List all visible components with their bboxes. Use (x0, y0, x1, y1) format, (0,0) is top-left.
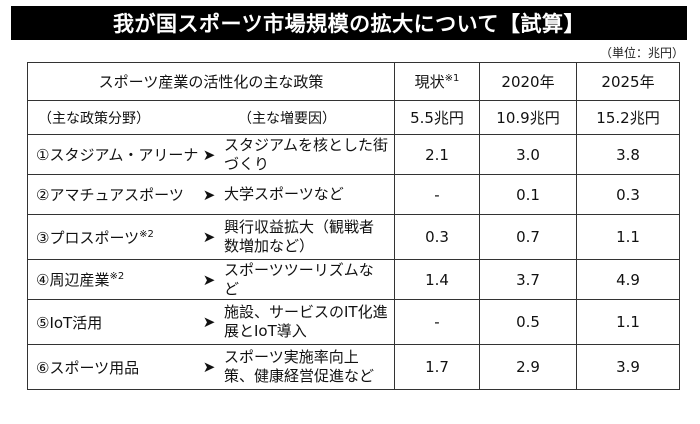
policy-cell: ⑥スポーツ用品 ➤ スポーツ実施率向上策、健康経営促進など (27, 344, 395, 390)
arrow-icon: ➤ (202, 185, 216, 204)
table-row: ①スタジアム・アリーナ ➤ スタジアムを核とした街づくり 2.1 3.0 3.8 (27, 134, 680, 175)
note-mark: ※2 (139, 228, 154, 240)
total-2025: 15.2兆円 (576, 100, 680, 135)
value-2025: 1.1 (576, 214, 680, 260)
header-2025: 2025年 (576, 62, 680, 101)
arrow-icon: ➤ (202, 145, 216, 164)
policy-cell: ④周辺産業※2 ➤ スポーツツーリズムなど (27, 259, 395, 300)
arrow-icon: ➤ (202, 313, 216, 331)
policy-cell: ①スタジアム・アリーナ ➤ スタジアムを核とした街づくり (27, 134, 395, 175)
value-2020: 3.7 (479, 259, 577, 300)
policy-factor: 大学スポーツなど (224, 185, 344, 203)
policy-cell: ②アマチュアスポーツ ➤ 大学スポーツなど (27, 174, 395, 215)
table-row: ⑤IoT活用 ➤ 施設、サービスのIT化進展とIoT導入 -0.5 1.1 (27, 299, 680, 345)
policy-factor: スタジアムを核とした街づくり (224, 135, 388, 173)
policy-factor: スポーツ実施率向上策、健康経営促進など (224, 348, 375, 385)
subheader-policy: （主な政策分野） （主な増要因） (27, 100, 395, 135)
table-row: ②アマチュアスポーツ ➤ 大学スポーツなど -0.1 0.3 (27, 174, 680, 215)
value-now: - (394, 299, 480, 345)
header-now: 現状※1 (394, 62, 480, 101)
value-now: - (394, 174, 480, 215)
unit-label: （単位：兆円） (599, 46, 684, 60)
policy-factor: 施設、サービスのIT化進展とIoT導入 (224, 303, 388, 340)
table-row: ③プロスポーツ※2 ➤ 興行収益拡大（観戦者数増加など） 0.3 0.7 1.1 (27, 214, 680, 260)
value-now: 1.4 (394, 259, 480, 300)
table-row: ⑥スポーツ用品 ➤ スポーツ実施率向上策、健康経営促進など 1.7 2.9 3.9 (27, 344, 680, 390)
note-mark: ※2 (109, 271, 125, 282)
policy-cell: ③プロスポーツ※2 ➤ 興行収益拡大（観戦者数増加など） (27, 214, 395, 260)
page-title: 我が国スポーツ市場規模の拡大について【試算】 (113, 12, 585, 36)
subheader-factor: （主な増要因） (238, 110, 336, 127)
policy-field: ①スタジアム・アリーナ (36, 146, 199, 164)
policy-factor: スポーツツーリズムなど (224, 260, 374, 298)
policy-field: ④周辺産業※2 (36, 271, 125, 289)
total-2020: 10.9兆円 (479, 100, 577, 135)
policy-field: ⑤IoT活用 (36, 313, 103, 332)
value-2025: 4.9 (576, 259, 680, 300)
policy-factor: 興行収益拡大（観戦者数増加など） (224, 218, 375, 255)
arrow-icon: ➤ (202, 358, 216, 376)
value-2020: 0.1 (479, 174, 577, 215)
arrow-icon: ➤ (202, 270, 216, 289)
value-now: 0.3 (394, 214, 480, 260)
table-row: ④周辺産業※2 ➤ スポーツツーリズムなど 1.4 3.7 4.9 (27, 259, 680, 300)
value-2020: 0.7 (479, 214, 577, 260)
header-row: スポーツ産業の活性化の主な政策 現状※1 2020年 2025年 (27, 62, 680, 101)
subheader-field: （主な政策分野） (38, 110, 150, 127)
header-2020: 2020年 (479, 62, 577, 101)
subheader-row: （主な政策分野） （主な増要因） 5.5兆円 10.9兆円 15.2兆円 (27, 100, 680, 135)
policy-field: ②アマチュアスポーツ (36, 186, 184, 204)
value-now: 2.1 (394, 134, 480, 175)
title-banner: 我が国スポーツ市場規模の拡大について【試算】 (11, 6, 687, 40)
value-now: 1.7 (394, 344, 480, 390)
value-2025: 3.8 (576, 134, 680, 175)
value-2025: 0.3 (576, 174, 680, 215)
total-now: 5.5兆円 (394, 100, 480, 135)
value-2020: 0.5 (479, 299, 577, 345)
value-2025: 1.1 (576, 299, 680, 345)
policy-cell: ⑤IoT活用 ➤ 施設、サービスのIT化進展とIoT導入 (27, 299, 395, 345)
note-mark: ※1 (444, 73, 460, 84)
policy-field: ⑥スポーツ用品 (36, 358, 140, 377)
value-2020: 3.0 (479, 134, 577, 175)
arrow-icon: ➤ (202, 228, 216, 246)
policy-field: ③プロスポーツ※2 (36, 228, 154, 247)
value-2020: 2.9 (479, 344, 577, 390)
header-policy: スポーツ産業の活性化の主な政策 (27, 62, 395, 101)
market-size-table: スポーツ産業の活性化の主な政策 現状※1 2020年 2025年 （主な政策分野… (27, 62, 680, 390)
value-2025: 3.9 (576, 344, 680, 390)
